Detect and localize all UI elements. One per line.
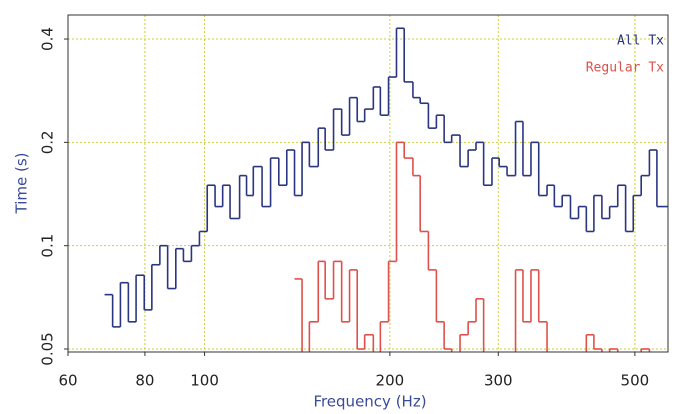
grid [67,15,668,352]
y-tick-label: 0.2 [39,130,57,154]
y-tick-label: 0.4 [39,27,57,51]
x-tick-label: 60 [58,372,77,390]
plot-area [68,15,668,352]
series-layer [104,27,668,352]
x-tick-label: 300 [484,372,513,390]
legend-label: Regular Tx [586,61,664,76]
x-tick-label: 80 [135,372,154,390]
y-axis-label: Time (s) [13,153,31,215]
legend-label: All Tx [617,34,664,49]
x-tick-label: 100 [190,372,219,390]
x-axis-label: Frequency (Hz) [313,393,426,411]
x-tick-label: 200 [376,372,405,390]
y-tick-label: 0.1 [39,234,57,258]
y-tick-label: 0.05 [39,332,57,365]
x-tick-label: 500 [621,372,650,390]
plot-frame [67,14,669,353]
